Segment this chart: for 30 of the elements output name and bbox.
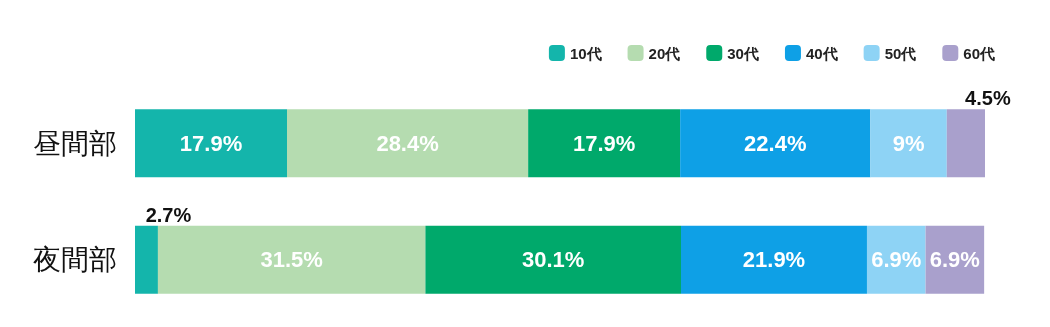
- bar: [680, 109, 871, 178]
- bar: [287, 109, 529, 178]
- data-label: 21.9%: [742, 247, 806, 273]
- legend-label: 40代: [805, 44, 838, 62]
- legend-label: 10代: [569, 44, 602, 62]
- data-label: 17.9%: [179, 130, 243, 156]
- data-label: 17.9%: [572, 130, 636, 156]
- bar: [425, 225, 681, 294]
- legend-label: 60代: [963, 44, 995, 62]
- data-label: 31.5%: [260, 247, 323, 273]
- bar: [157, 225, 426, 294]
- y-tick-label: 夜間部: [33, 243, 117, 277]
- data-label: 2.7%: [145, 203, 192, 226]
- legend-label: 20代: [648, 44, 681, 62]
- bar: [681, 225, 867, 294]
- legend-label: 30代: [727, 44, 759, 62]
- data-label: 4.5%: [965, 87, 1011, 110]
- bar: [135, 109, 287, 178]
- data-label: 6.9%: [871, 247, 922, 273]
- data-label: 28.4%: [376, 130, 439, 156]
- bar: [528, 109, 681, 178]
- bar: [135, 225, 158, 294]
- data-label: 6.9%: [929, 247, 980, 273]
- bar: [870, 109, 947, 178]
- data-label: 9%: [892, 130, 925, 156]
- bar: [946, 109, 985, 178]
- y-tick-label: 昼間部: [33, 126, 117, 160]
- data-label: 30.1%: [522, 247, 585, 273]
- data-label: 22.4%: [744, 130, 807, 156]
- legend-label: 50代: [884, 44, 917, 62]
